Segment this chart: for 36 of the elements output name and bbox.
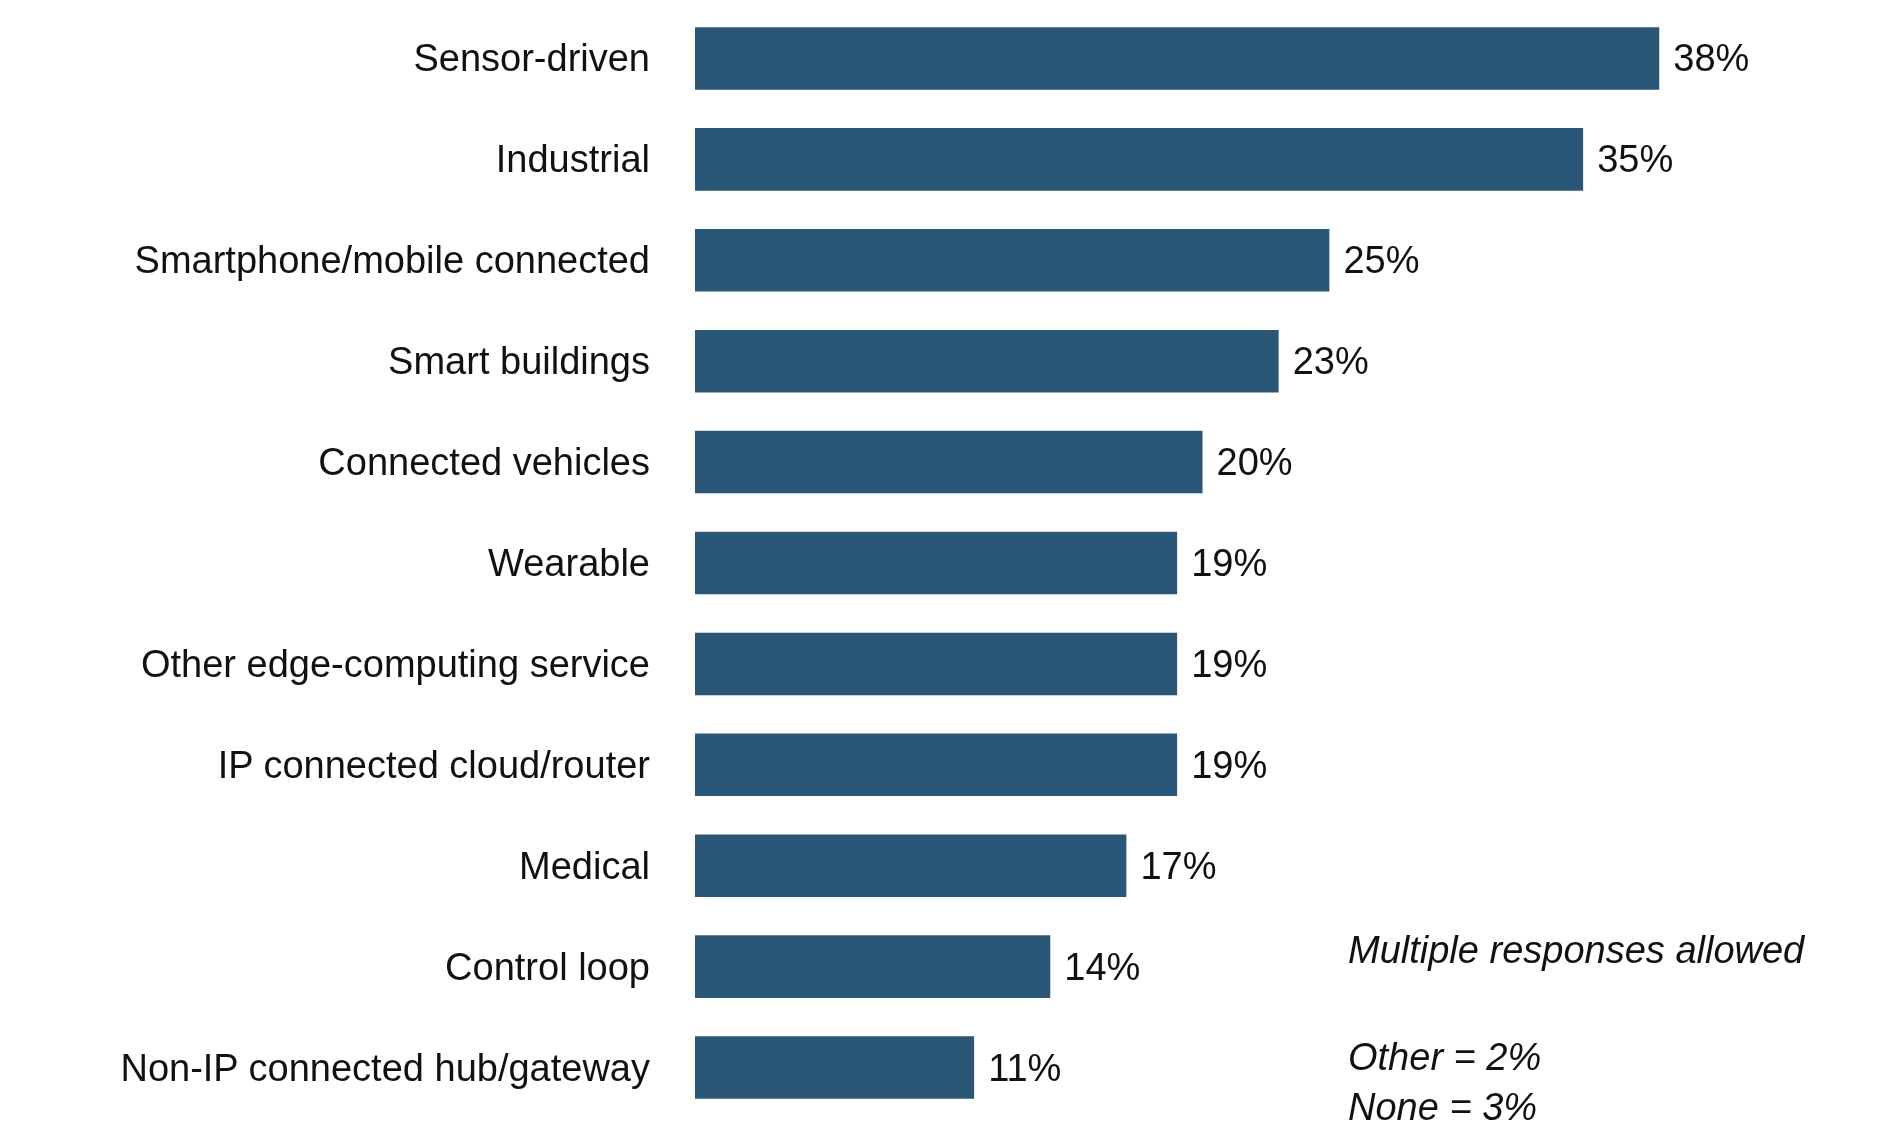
data-label: 19% [1191, 642, 1268, 685]
bar [695, 128, 1584, 191]
bar [695, 1036, 975, 1099]
bar [695, 228, 1330, 292]
bar [695, 329, 1279, 393]
data-label: 20% [1216, 441, 1293, 484]
y-tick-label: Medical [519, 844, 650, 887]
bar [695, 834, 1127, 898]
y-tick-label: Smart buildings [388, 340, 650, 383]
bar [695, 733, 1178, 797]
bar [695, 632, 1178, 696]
bar [695, 531, 1178, 595]
y-tick-label: Wearable [488, 542, 650, 584]
data-label: 23% [1292, 340, 1369, 383]
data-label: 17% [1140, 844, 1217, 887]
data-label: 35% [1597, 138, 1674, 181]
data-label: 19% [1191, 542, 1268, 584]
y-tick-label: Other edge-computing service [140, 642, 650, 685]
annotation: None = 3% [1348, 1086, 1538, 1128]
data-label: 19% [1191, 743, 1268, 786]
data-label: 38% [1673, 37, 1750, 80]
y-tick-label: Smartphone/mobile connected [134, 239, 650, 282]
bar [695, 935, 1051, 998]
data-label: 14% [1064, 945, 1141, 988]
y-tick-label: Sensor-driven [413, 37, 650, 80]
data-label: 11% [988, 1046, 1062, 1089]
annotation: Multiple responses allowed [1348, 929, 1807, 971]
bar [695, 27, 1660, 90]
y-tick-label: IP connected cloud/router [217, 743, 651, 786]
bar [695, 430, 1203, 494]
y-tick-label: Control loop [445, 945, 650, 988]
data-label: 25% [1343, 239, 1420, 282]
y-tick-label: Connected vehicles [318, 441, 650, 484]
annotation: Other = 2% [1348, 1036, 1542, 1078]
y-tick-label: Industrial [495, 138, 650, 181]
y-tick-label: Non-IP connected hub/gateway [120, 1046, 650, 1089]
